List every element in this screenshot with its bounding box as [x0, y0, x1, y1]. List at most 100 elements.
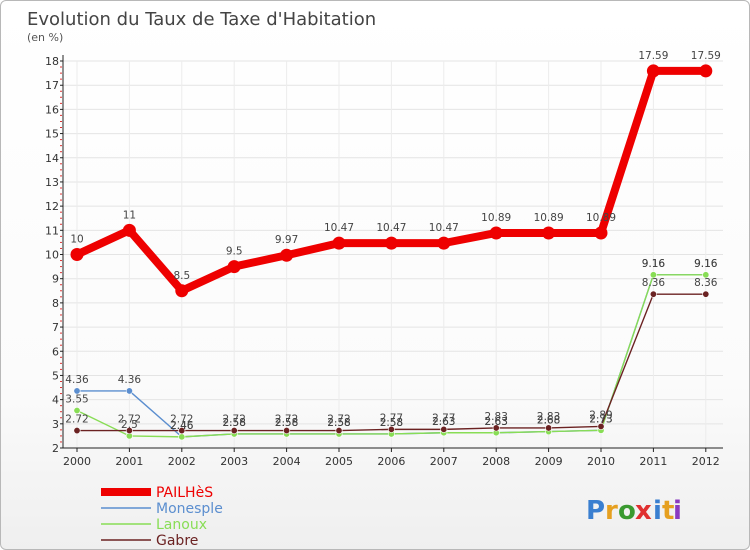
data-label-Gabre-2005: 2.72: [327, 414, 350, 426]
y-tick-label-6: 6: [52, 345, 59, 358]
y-tick-label-4: 4: [52, 394, 59, 407]
x-tick-label-2002: 2002: [168, 455, 196, 468]
point-Lanoux-2000: [73, 407, 81, 415]
data-label-PAILHèS-2006: 10.47: [376, 222, 406, 234]
point-Lanoux-2002: [178, 433, 186, 441]
legend-label-Gabre: Gabre: [156, 533, 198, 549]
point-Gabre-2000: [73, 427, 81, 435]
point-Lanoux-2012: [702, 271, 710, 279]
point-PAILHèS-2012: [699, 64, 713, 78]
point-PAILHèS-2008: [489, 226, 503, 240]
data-label-Gabre-2011: 8.36: [642, 277, 666, 289]
data-label-Lanoux-2012: 9.16: [694, 258, 718, 270]
data-label-Monesple-2001: 4.36: [118, 374, 142, 386]
point-Gabre-2001: [125, 427, 133, 435]
x-tick-label-2007: 2007: [430, 455, 458, 468]
data-label-Lanoux-2009: 2.68: [537, 415, 560, 427]
x-tick-label-2009: 2009: [535, 455, 563, 468]
x-tick-label-2003: 2003: [220, 455, 248, 468]
data-label-Monesple-2008: 2.63: [485, 416, 508, 428]
logo-letter-4: i: [653, 496, 662, 526]
labels-Lanoux: 3.552.5 2.46 2.58 2.58 2.58 2.58 2.63 2.63 2.68 2…: [65, 258, 717, 432]
point-PAILHèS-2006: [384, 236, 398, 250]
data-label-Lanoux-2008: 2.63: [485, 416, 508, 428]
y-tick-label-14: 14: [45, 152, 59, 165]
y-tick-label-15: 15: [45, 128, 59, 141]
point-PAILHèS-2002: [175, 284, 189, 298]
data-label-Monesple-2007: 2.63: [432, 416, 455, 428]
data-label-Lanoux-2000: 3.55: [65, 394, 88, 406]
x-tick-label-2012: 2012: [692, 455, 720, 468]
x-tick-label-2006: 2006: [377, 455, 405, 468]
data-label-Lanoux-2006: 2.58: [380, 417, 403, 429]
point-Gabre-2004: [283, 427, 291, 435]
legend-label-PAILHèS: PAILHèS: [156, 485, 213, 501]
labels-PAILHèS: 10 11 8.5 9.5 9.97 10.47 10.47 10.47 10.89 10.89 1…: [70, 50, 721, 282]
data-label-PAILHèS-2005: 10.47: [324, 222, 354, 234]
data-label-Lanoux-2002: 2.46: [170, 420, 194, 432]
data-label-Lanoux-2011: 9.16: [642, 258, 666, 270]
y-tick-label-7: 7: [52, 321, 59, 334]
data-label-Gabre-2000: 2.72: [65, 414, 88, 426]
data-label-Monesple-2011: 9.16: [642, 258, 666, 270]
point-PAILHèS-2009: [542, 226, 556, 240]
x-tick-label-2005: 2005: [325, 455, 353, 468]
point-PAILHèS-2010: [594, 226, 608, 240]
data-label-Gabre-2009: 2.83: [537, 411, 560, 423]
legend-label-Monesple: Monesple: [156, 501, 223, 517]
data-label-Monesple-2009: 2.68: [537, 415, 560, 427]
logo-letter-3: x: [635, 496, 652, 526]
data-label-Gabre-2012: 8.36: [694, 277, 718, 289]
data-label-Monesple-2010: 2.73: [589, 413, 612, 425]
data-label-PAILHèS-2001: 11: [123, 209, 136, 221]
point-PAILHèS-2007: [437, 236, 451, 250]
data-label-Lanoux-2005: 2.58: [327, 417, 350, 429]
data-label-Monesple-2005: 2.58: [327, 417, 350, 429]
x-tick-label-2010: 2010: [587, 455, 615, 468]
chart-subtitle: (en %): [27, 31, 63, 44]
point-Gabre-2011: [649, 290, 657, 298]
point-PAILHèS-2003: [227, 260, 241, 274]
point-Gabre-2003: [230, 427, 238, 435]
point-Gabre-2005: [335, 427, 343, 435]
data-label-PAILHèS-2009: 10.89: [534, 212, 564, 224]
x-tick-label-2008: 2008: [482, 455, 510, 468]
y-tick-label-3: 3: [52, 418, 59, 431]
data-label-Lanoux-2007: 2.63: [432, 416, 455, 428]
y-tick-label-9: 9: [52, 273, 59, 286]
point-PAILHèS-2001: [122, 223, 136, 237]
series-PAILHèS: [70, 64, 713, 298]
point-PAILHèS-2011: [646, 64, 660, 78]
y-tick-label-13: 13: [45, 176, 59, 189]
point-Monesple-2000: [73, 387, 81, 395]
logo-letter-2: o: [618, 496, 636, 526]
y-tick-label-18: 18: [45, 55, 59, 68]
y-tick-label-16: 16: [45, 103, 59, 116]
data-label-Lanoux-2001: 2.5: [121, 419, 138, 431]
series-Gabre: [73, 290, 710, 435]
point-Gabre-2010: [597, 422, 605, 430]
data-label-PAILHèS-2002: 8.5: [173, 270, 190, 282]
x-tick-label-2000: 2000: [63, 455, 91, 468]
data-label-Gabre-2003: 2.72: [223, 414, 246, 426]
data-label-Monesple-2002: 2.46: [170, 420, 194, 432]
y-tick-label-10: 10: [45, 249, 59, 262]
data-label-Gabre-2001: 2.72: [118, 414, 141, 426]
data-label-Gabre-2010: 2.89: [589, 409, 612, 421]
data-label-PAILHèS-2003: 9.5: [226, 246, 243, 258]
point-PAILHèS-2005: [332, 236, 346, 250]
y-tick-label-11: 11: [45, 224, 59, 237]
point-Gabre-2009: [545, 424, 553, 432]
legend-label-Lanoux: Lanoux: [156, 517, 207, 533]
point-Gabre-2008: [492, 424, 500, 432]
data-label-PAILHèS-2010: 10.89: [586, 212, 616, 224]
data-label-Lanoux-2010: 2.73: [589, 413, 612, 425]
y-tick-label-5: 5: [52, 369, 59, 382]
chart-title: Evolution du Taux de Taxe d'Habitation: [27, 9, 376, 30]
logo-letter-6: i: [673, 496, 682, 526]
data-label-Monesple-2006: 2.58: [380, 417, 403, 429]
